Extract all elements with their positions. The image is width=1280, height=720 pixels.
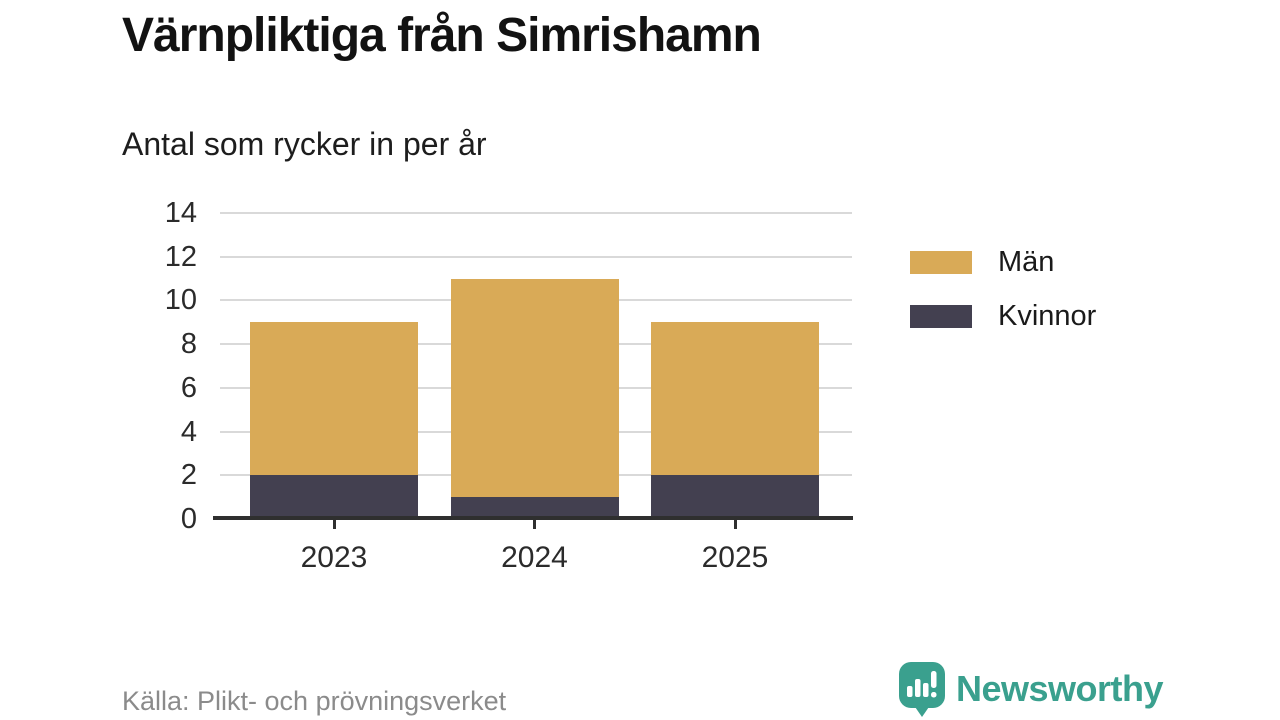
chart-title: Värnpliktiga från Simrishamn [122, 9, 762, 62]
x-tick-label: 2023 [300, 541, 368, 574]
legend-item: Män [910, 246, 1096, 279]
bar-segment-kvinnor-2024 [450, 497, 619, 519]
y-gridline [220, 212, 852, 214]
x-tick [733, 520, 737, 529]
y-tick-label: 10 [164, 284, 197, 317]
bar-segment-kvinnor-2025 [651, 475, 819, 519]
y-tick-label: 0 [180, 503, 197, 535]
legend-label: Kvinnor [998, 300, 1097, 332]
bar-segment-män-2024 [450, 278, 619, 498]
y-tick-label: 4 [180, 415, 197, 448]
y-tick-label: 12 [164, 240, 197, 273]
x-tick-label: 2024 [501, 541, 568, 574]
source-note: Källa: Plikt- och prövningsverket [122, 686, 507, 716]
bar-segment-män-2023 [250, 322, 418, 476]
newsworthy-logo-icon [899, 662, 945, 717]
x-tick [332, 520, 336, 529]
y-tick-label: 2 [180, 459, 197, 492]
legend-swatch [910, 251, 972, 274]
x-tick-label: 2025 [701, 541, 769, 574]
legend-item: Kvinnor [910, 300, 1096, 333]
x-tick [533, 520, 536, 529]
legend-label: Män [998, 246, 1055, 278]
y-gridline [220, 255, 852, 258]
y-tick-label: 8 [180, 328, 197, 361]
chart-subtitle: Antal som rycker in per år [122, 126, 487, 162]
legend-swatch [910, 305, 972, 328]
legend: Män Kvinnor [910, 246, 1096, 354]
bar-segment-kvinnor-2023 [250, 475, 418, 519]
bar-segment-män-2025 [651, 322, 819, 476]
x-axis-line [213, 516, 853, 520]
newsworthy-logo: Newsworthy [897, 660, 1164, 718]
newsworthy-logo-text: Newsworthy [956, 668, 1164, 709]
y-tick-label: 14 [164, 197, 197, 229]
y-tick-label: 6 [180, 371, 197, 404]
